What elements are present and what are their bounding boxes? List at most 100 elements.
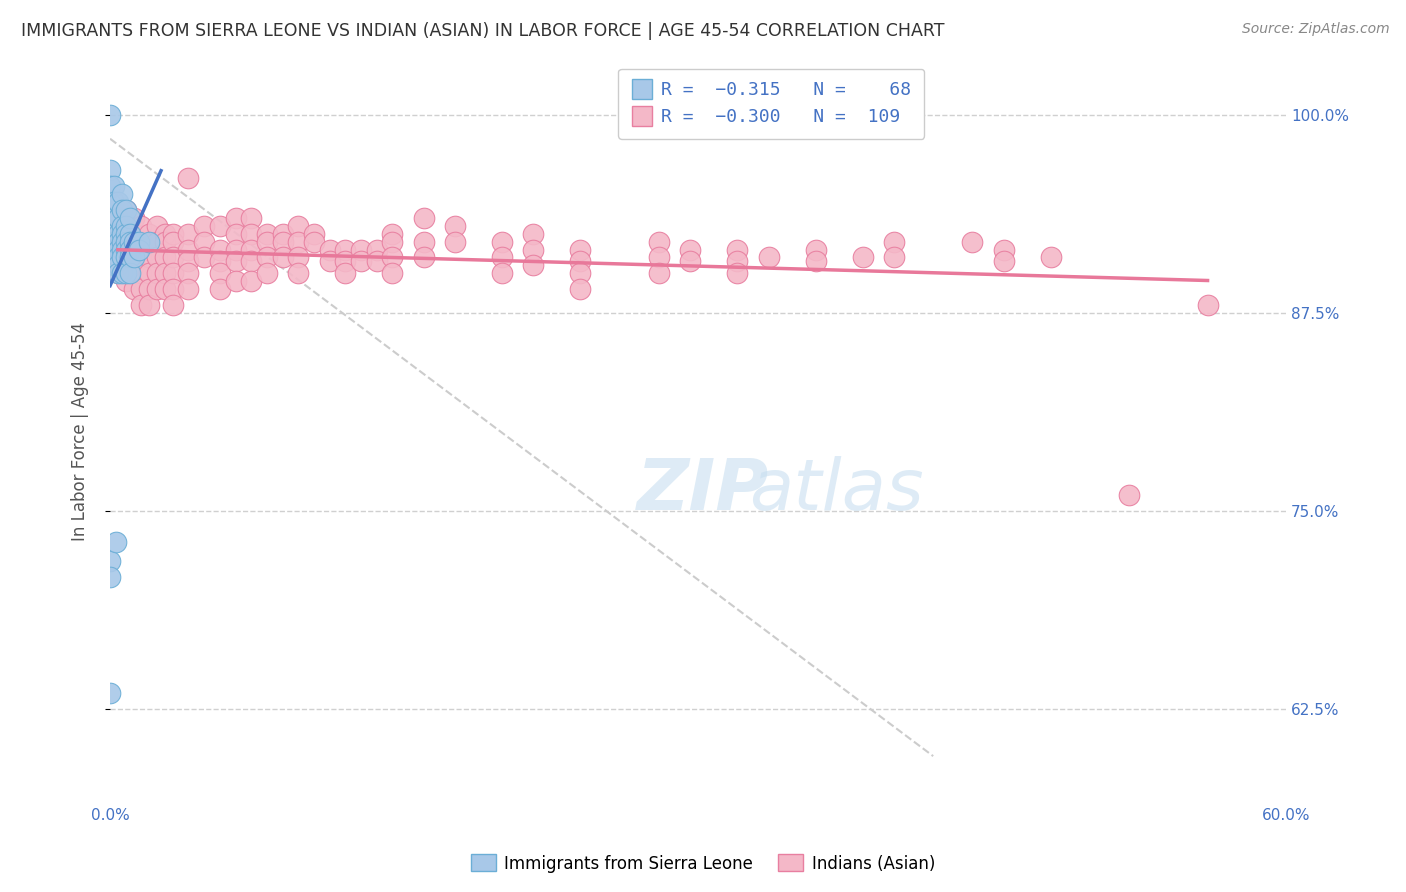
Point <box>224 211 246 225</box>
Point <box>153 266 176 280</box>
Point <box>107 211 129 225</box>
Point <box>107 243 129 257</box>
Point <box>103 243 125 257</box>
Point <box>381 266 404 280</box>
Point <box>98 108 121 122</box>
Point <box>114 202 136 217</box>
Point <box>118 235 141 249</box>
Point <box>153 282 176 296</box>
Point <box>131 251 153 265</box>
Point <box>162 266 184 280</box>
Point <box>804 253 827 268</box>
Point <box>122 227 145 241</box>
Point <box>98 195 121 210</box>
Point <box>569 243 592 257</box>
Point <box>114 219 136 233</box>
Point <box>128 243 150 257</box>
Point <box>993 253 1015 268</box>
Point <box>103 179 125 194</box>
Point <box>193 251 215 265</box>
Point <box>491 266 513 280</box>
Point <box>118 243 141 257</box>
Point <box>804 243 827 257</box>
Text: atlas: atlas <box>749 456 924 525</box>
Point <box>162 227 184 241</box>
Point <box>162 298 184 312</box>
Point <box>208 253 231 268</box>
Point <box>335 266 357 280</box>
Point <box>162 282 184 296</box>
Point <box>287 235 309 249</box>
Point <box>153 227 176 241</box>
Point <box>725 243 748 257</box>
Point <box>444 235 467 249</box>
Point <box>852 251 875 265</box>
Point <box>271 227 294 241</box>
Point <box>111 227 134 241</box>
Point <box>131 298 153 312</box>
Point <box>114 243 136 257</box>
Point <box>107 251 129 265</box>
Point <box>224 227 246 241</box>
Point <box>679 243 702 257</box>
Y-axis label: In Labor Force | Age 45-54: In Labor Force | Age 45-54 <box>72 322 89 541</box>
Point <box>318 243 340 257</box>
Point <box>114 274 136 288</box>
Point <box>122 251 145 265</box>
Point <box>131 235 153 249</box>
Point <box>679 253 702 268</box>
Point <box>153 251 176 265</box>
Point <box>208 282 231 296</box>
Point <box>256 251 278 265</box>
Point <box>240 253 263 268</box>
Point <box>107 259 129 273</box>
Point <box>98 554 121 568</box>
Point <box>104 535 127 549</box>
Point <box>491 235 513 249</box>
Point <box>240 243 263 257</box>
Point <box>131 282 153 296</box>
Point <box>122 235 145 249</box>
Text: ZIP: ZIP <box>637 456 769 525</box>
Point <box>1118 488 1140 502</box>
Point <box>193 235 215 249</box>
Point <box>271 235 294 249</box>
Legend: R =  −0.315   N =    68, R =  −0.300   N =  109: R = −0.315 N = 68, R = −0.300 N = 109 <box>619 69 924 139</box>
Point <box>107 227 129 241</box>
Point <box>103 227 125 241</box>
Point <box>725 266 748 280</box>
Point <box>224 274 246 288</box>
Point <box>111 187 134 202</box>
Point <box>131 266 153 280</box>
Point <box>569 266 592 280</box>
Point <box>103 195 125 210</box>
Point <box>522 227 544 241</box>
Point <box>240 227 263 241</box>
Point <box>381 227 404 241</box>
Point <box>648 235 671 249</box>
Legend: Immigrants from Sierra Leone, Indians (Asian): Immigrants from Sierra Leone, Indians (A… <box>464 847 942 880</box>
Point <box>131 219 153 233</box>
Point <box>208 266 231 280</box>
Point <box>962 235 984 249</box>
Point <box>122 259 145 273</box>
Point <box>412 211 434 225</box>
Point <box>107 243 129 257</box>
Point <box>111 235 134 249</box>
Text: Source: ZipAtlas.com: Source: ZipAtlas.com <box>1241 22 1389 37</box>
Point <box>883 235 905 249</box>
Point <box>224 253 246 268</box>
Point <box>138 243 160 257</box>
Point <box>114 219 136 233</box>
Point <box>118 211 141 225</box>
Point <box>162 235 184 249</box>
Point <box>302 227 325 241</box>
Point <box>98 211 121 225</box>
Point <box>177 266 200 280</box>
Point <box>103 211 125 225</box>
Point <box>1039 251 1062 265</box>
Point <box>114 235 136 249</box>
Point <box>758 251 780 265</box>
Point <box>146 219 169 233</box>
Point <box>240 274 263 288</box>
